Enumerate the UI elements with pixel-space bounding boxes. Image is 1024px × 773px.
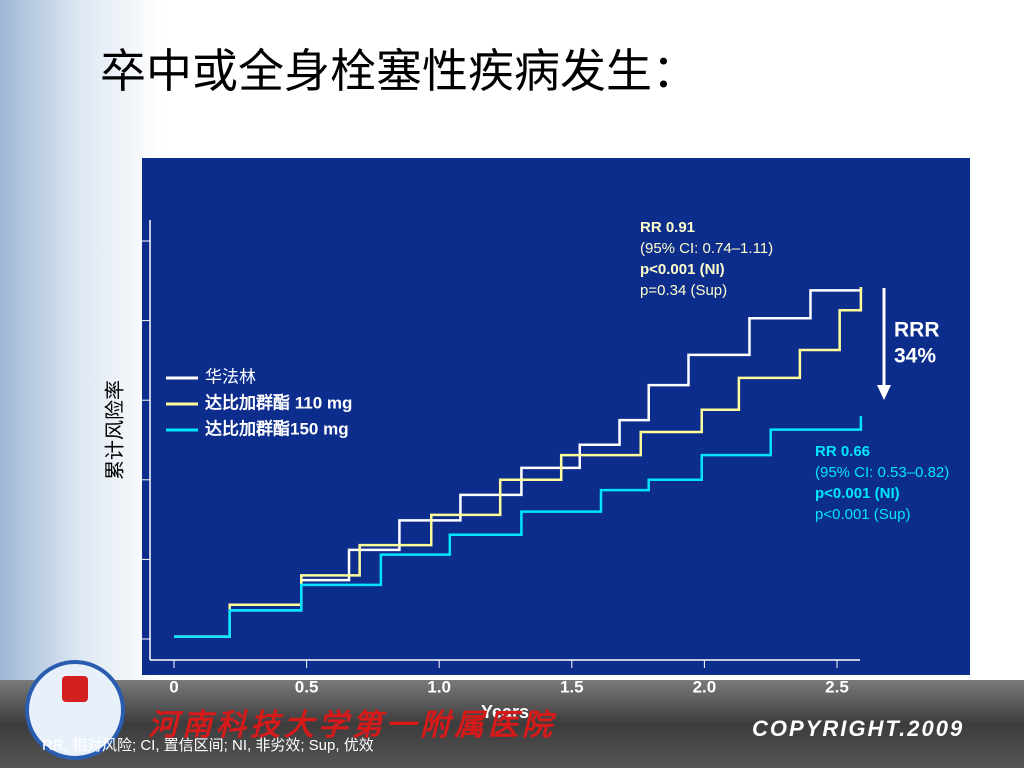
- x-tick-label: 1.0: [427, 677, 451, 696]
- annotation: RR 0.66: [815, 443, 870, 460]
- y-axis-label: 累计风险率: [103, 380, 126, 480]
- km-curve: [174, 287, 863, 638]
- x-tick-label: 2.5: [825, 677, 849, 696]
- legend-label: 达比加群酯150 mg: [205, 418, 349, 438]
- footer-band: [0, 680, 1024, 768]
- km-curve: [174, 416, 863, 638]
- logo-cross: [62, 676, 88, 702]
- annotation: p=0.34 (Sup): [640, 282, 727, 299]
- legend-label: 华法林: [205, 367, 256, 386]
- annotation: p<0.001 (Sup): [815, 506, 911, 523]
- slide-title: 卒中或全身栓塞性疾病发生：: [100, 45, 698, 97]
- x-tick-label: 0.5: [295, 677, 319, 696]
- footnote: RR, 相对风险; CI, 置信区间; NI, 非劣效; Sup, 优效: [42, 737, 374, 754]
- legend-label: 达比加群酯 110 mg: [205, 392, 352, 412]
- institution: 河南科技大学第一附属医院: [148, 708, 557, 742]
- logo: [25, 660, 125, 760]
- annotation: RR 0.91: [640, 219, 695, 236]
- x-axis-label: Years: [481, 702, 529, 722]
- annotation: p<0.001 (NI): [815, 485, 900, 502]
- x-tick-label: 0: [169, 677, 178, 696]
- annotation: (95% CI: 0.53–0.82): [815, 464, 949, 481]
- chart-panel: [142, 158, 970, 675]
- x-tick-label: 1.5: [560, 677, 584, 696]
- copyright: COPYRIGHT.2009: [752, 716, 964, 741]
- annotation: p<0.001 (NI): [640, 261, 725, 278]
- km-curve: [174, 287, 863, 638]
- annotation: 34%: [894, 345, 936, 368]
- x-tick-label: 2.0: [693, 677, 717, 696]
- annotation: (95% CI: 0.74–1.11): [640, 240, 773, 257]
- annotation: RRR: [894, 319, 940, 342]
- rrr-arrowhead: [877, 385, 891, 400]
